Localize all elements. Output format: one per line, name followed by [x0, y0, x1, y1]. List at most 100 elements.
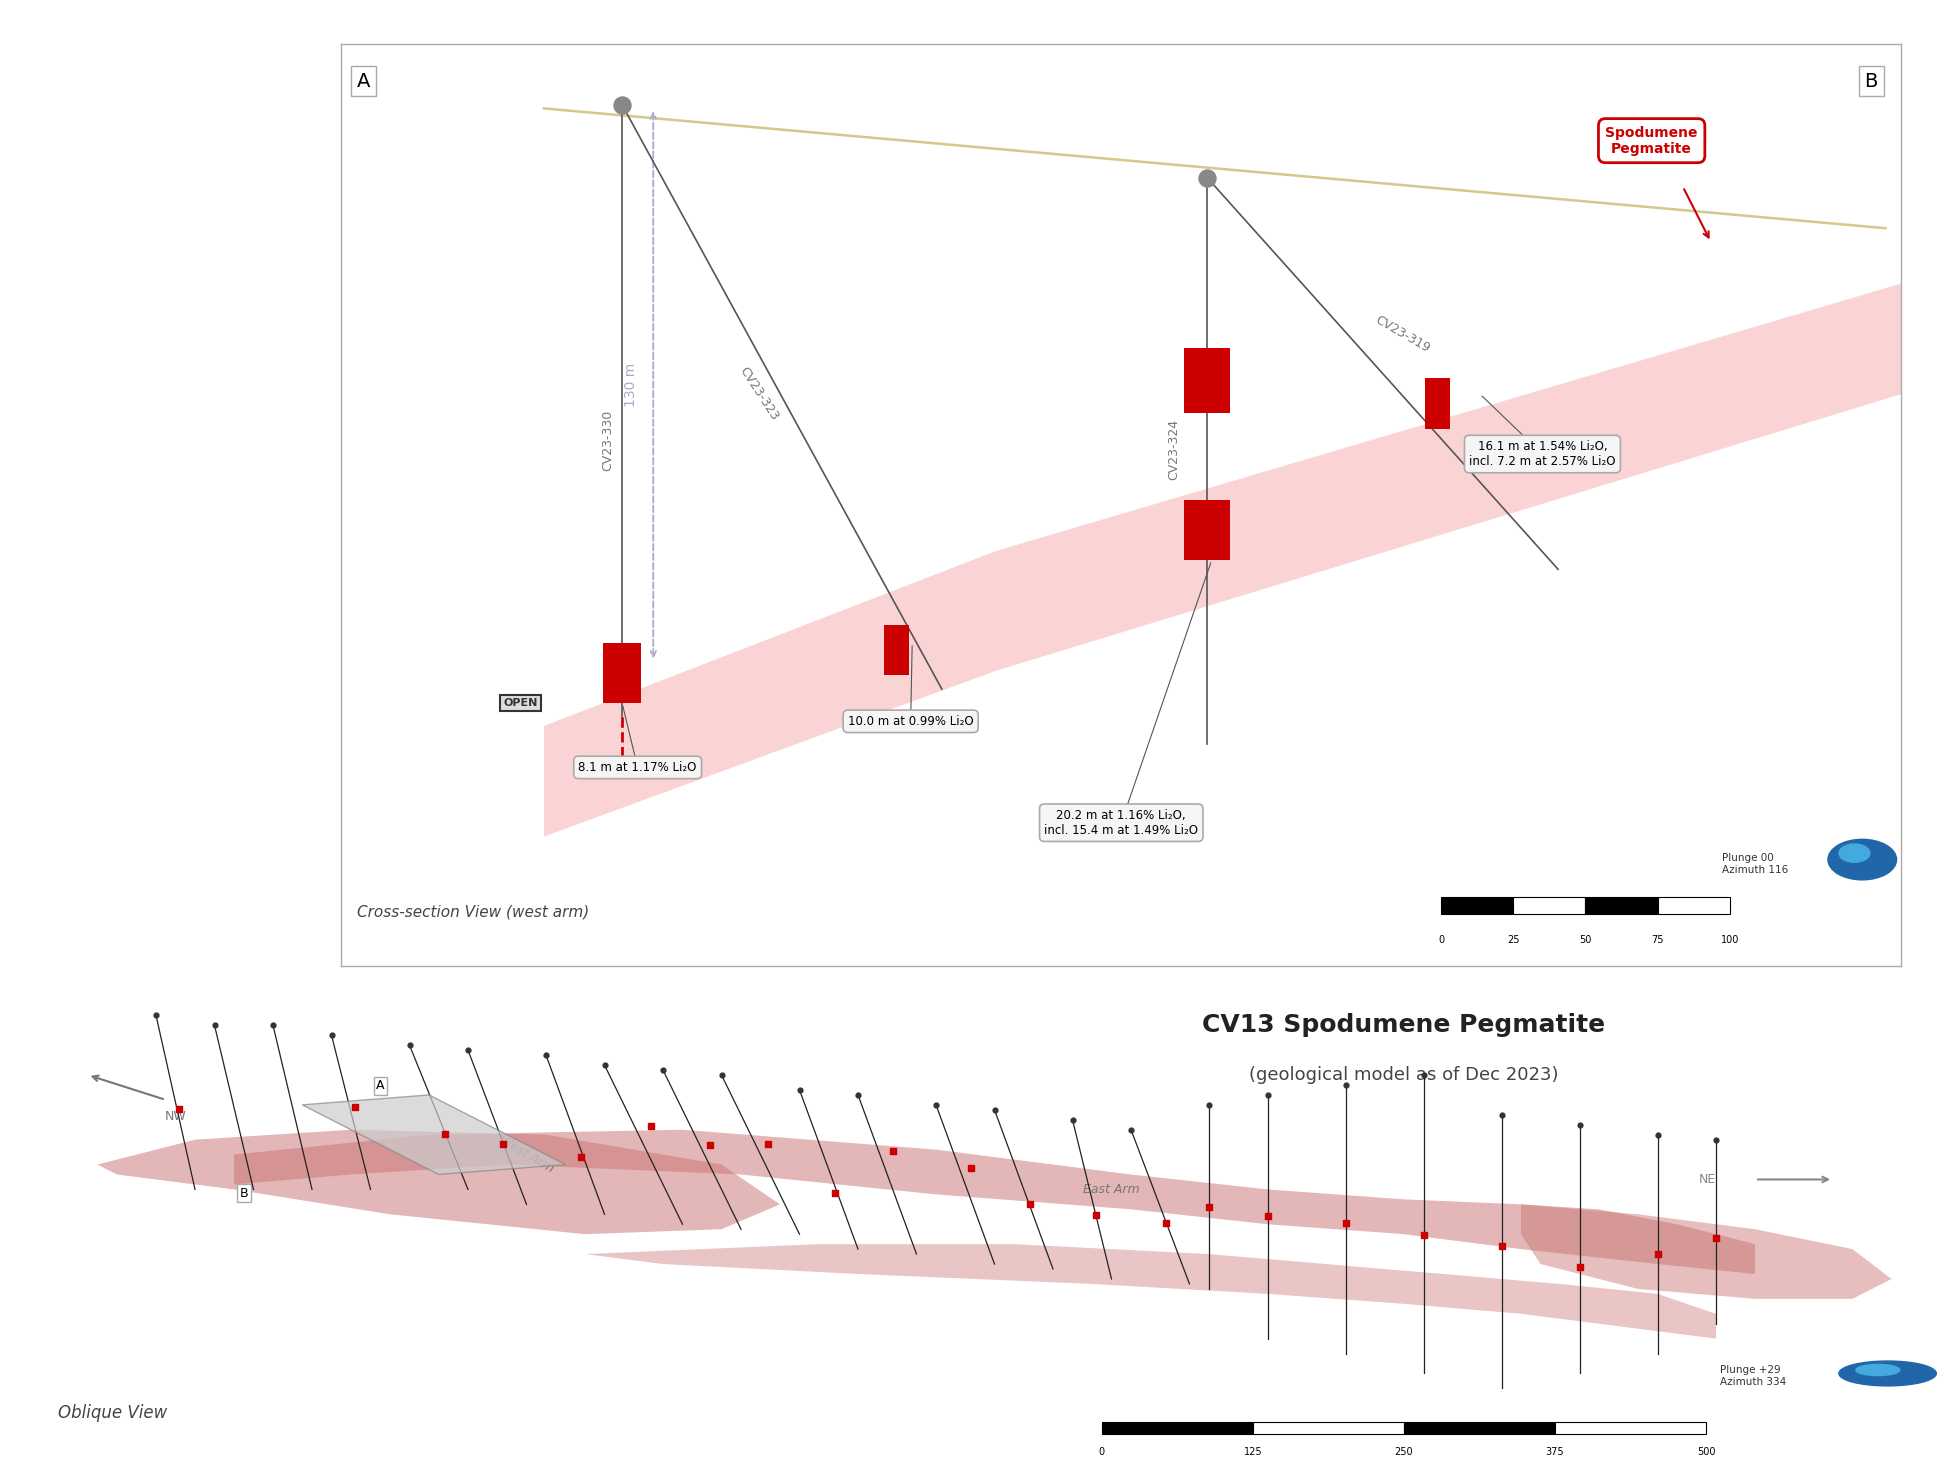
- Point: [1080, 1204, 1112, 1227]
- Point: [1408, 1064, 1439, 1087]
- Text: Cross-section View (west arm): Cross-section View (west arm): [357, 904, 589, 919]
- Text: CV23-323: CV23-323: [737, 364, 782, 423]
- Text: 75: 75: [1652, 935, 1663, 945]
- Text: 0: 0: [1098, 1447, 1106, 1457]
- Point: [1486, 1103, 1517, 1127]
- Text: CV23-324: CV23-324: [1168, 418, 1180, 480]
- Text: A: A: [376, 1080, 384, 1093]
- Point: [530, 1043, 562, 1067]
- Text: East Arm: East Arm: [1082, 1184, 1141, 1195]
- Text: 10.0 m at 0.99% Li₂O: 10.0 m at 0.99% Li₂O: [848, 715, 973, 727]
- Point: [878, 1140, 909, 1163]
- Point: [842, 1083, 874, 1106]
- Polygon shape: [302, 1094, 566, 1175]
- Point: [1252, 1204, 1283, 1227]
- Text: Oblique View: Oblique View: [58, 1404, 168, 1422]
- Text: CV23-319: CV23-319: [1373, 313, 1431, 356]
- Point: [979, 1099, 1010, 1122]
- Point: [819, 1182, 850, 1206]
- Text: 375: 375: [1546, 1447, 1564, 1457]
- Text: West Arm: West Arm: [497, 1134, 556, 1176]
- Point: [1150, 1211, 1182, 1235]
- Text: 20.2 m at 1.16% Li₂O,
incl. 15.4 m at 1.49% Li₂O: 20.2 m at 1.16% Li₂O, incl. 15.4 m at 1.…: [1045, 809, 1197, 837]
- Point: [1700, 1226, 1732, 1249]
- Bar: [1404, 1422, 1554, 1434]
- Point: [1057, 1107, 1088, 1131]
- Point: [1564, 1113, 1595, 1137]
- Bar: [1585, 897, 1658, 914]
- Bar: [1425, 379, 1451, 429]
- Text: OPEN: OPEN: [503, 698, 538, 708]
- Point: [1252, 1083, 1283, 1106]
- Circle shape: [1827, 840, 1897, 879]
- Bar: [883, 625, 909, 676]
- Bar: [1102, 1422, 1252, 1434]
- Point: [1486, 1235, 1517, 1258]
- Text: 125: 125: [1244, 1447, 1262, 1457]
- Circle shape: [1839, 1361, 1936, 1385]
- Polygon shape: [1521, 1204, 1892, 1299]
- Point: [566, 1146, 597, 1169]
- Point: [140, 1004, 172, 1027]
- Polygon shape: [544, 284, 1901, 837]
- Point: [1330, 1211, 1361, 1235]
- Bar: [1658, 897, 1730, 914]
- Text: 8.1 m at 1.17% Li₂O: 8.1 m at 1.17% Li₂O: [579, 761, 696, 774]
- Circle shape: [1856, 1365, 1899, 1375]
- Text: CV23-330: CV23-330: [601, 410, 614, 471]
- Point: [1642, 1124, 1673, 1147]
- Text: Spodumene
Pegmatite: Spodumene Pegmatite: [1605, 126, 1698, 155]
- Polygon shape: [234, 1129, 1755, 1274]
- Text: A: A: [357, 72, 370, 91]
- Point: [589, 1053, 620, 1077]
- Point: [257, 1014, 289, 1037]
- Text: B: B: [240, 1186, 248, 1200]
- Point: [920, 1093, 952, 1116]
- Bar: [1554, 1422, 1706, 1434]
- Point: [606, 94, 638, 117]
- Point: [636, 1115, 667, 1138]
- Point: [199, 1014, 230, 1037]
- Text: 16.1 m at 1.54% Li₂O,
incl. 7.2 m at 2.57% Li₂O: 16.1 m at 1.54% Li₂O, incl. 7.2 m at 2.5…: [1468, 440, 1617, 468]
- Point: [647, 1058, 679, 1081]
- Circle shape: [1839, 844, 1870, 862]
- Text: Plunge 00
Azimuth 116: Plunge 00 Azimuth 116: [1722, 853, 1788, 875]
- Point: [694, 1132, 725, 1156]
- Point: [753, 1132, 784, 1156]
- Text: 50: 50: [1580, 935, 1591, 945]
- Point: [488, 1132, 519, 1156]
- Point: [452, 1039, 484, 1062]
- Text: 100: 100: [1720, 935, 1739, 945]
- Text: 500: 500: [1696, 1447, 1716, 1457]
- Text: NW: NW: [164, 1110, 187, 1122]
- Point: [1014, 1192, 1045, 1216]
- Point: [339, 1096, 370, 1119]
- Bar: [1184, 500, 1230, 560]
- Point: [956, 1156, 987, 1179]
- Point: [1642, 1242, 1673, 1265]
- Point: [316, 1024, 347, 1048]
- Text: NE: NE: [1698, 1173, 1716, 1186]
- Text: 130 m: 130 m: [624, 363, 638, 407]
- Point: [1193, 1195, 1225, 1219]
- Point: [164, 1097, 195, 1121]
- Polygon shape: [585, 1244, 1716, 1339]
- Point: [1191, 165, 1223, 189]
- Text: 0: 0: [1437, 935, 1445, 945]
- Bar: [1184, 348, 1230, 413]
- Point: [1408, 1223, 1439, 1246]
- Point: [706, 1064, 737, 1087]
- Point: [1193, 1093, 1225, 1116]
- Point: [394, 1033, 425, 1056]
- Bar: [603, 644, 642, 702]
- Point: [1115, 1118, 1147, 1141]
- Point: [429, 1122, 460, 1146]
- Point: [1330, 1074, 1361, 1097]
- Text: (geological model as of Dec 2023): (geological model as of Dec 2023): [1250, 1067, 1558, 1084]
- Bar: [1513, 897, 1585, 914]
- Text: 250: 250: [1394, 1447, 1414, 1457]
- Text: Plunge +29
Azimuth 334: Plunge +29 Azimuth 334: [1720, 1365, 1786, 1387]
- Bar: [1252, 1422, 1404, 1434]
- Polygon shape: [98, 1129, 780, 1235]
- Point: [1564, 1255, 1595, 1279]
